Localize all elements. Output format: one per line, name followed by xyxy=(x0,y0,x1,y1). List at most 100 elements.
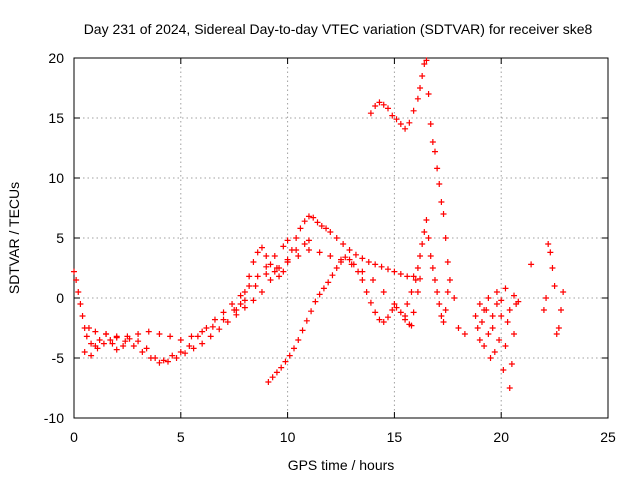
series-track-d xyxy=(233,213,424,313)
data-point xyxy=(342,254,349,261)
data-point xyxy=(312,298,319,305)
data-point xyxy=(271,268,278,275)
data-point xyxy=(83,333,90,340)
data-point xyxy=(323,225,330,232)
data-point xyxy=(560,289,567,295)
x-tick-labels: 0 5 10 15 20 25 xyxy=(70,429,616,445)
data-point xyxy=(237,301,244,307)
data-point xyxy=(404,301,411,307)
data-point xyxy=(355,268,362,275)
data-point xyxy=(481,343,488,349)
series-track-i xyxy=(476,285,522,319)
data-point xyxy=(397,121,404,127)
data-point xyxy=(474,325,481,331)
data-point xyxy=(498,297,505,304)
data-point xyxy=(481,307,488,313)
data-point xyxy=(310,214,317,221)
data-point xyxy=(543,295,550,301)
data-point xyxy=(372,261,379,268)
x-tick-label: 5 xyxy=(177,429,185,445)
data-point xyxy=(276,273,283,280)
data-point xyxy=(92,328,99,335)
data-point xyxy=(333,265,340,271)
y-tick-label: 5 xyxy=(56,230,64,246)
data-point xyxy=(380,101,387,108)
data-point xyxy=(318,223,325,229)
series-track-c xyxy=(85,247,415,343)
data-point xyxy=(391,268,398,275)
data-point xyxy=(419,241,426,247)
data-point xyxy=(367,110,374,117)
data-point xyxy=(88,340,95,347)
data-point xyxy=(100,340,107,347)
data-point xyxy=(555,325,562,331)
data-point xyxy=(402,125,409,132)
data-point xyxy=(173,355,180,361)
data-point xyxy=(303,317,310,324)
data-point xyxy=(346,247,353,253)
data-point xyxy=(241,297,248,304)
data-point xyxy=(203,325,210,331)
data-point xyxy=(135,338,142,345)
data-point xyxy=(496,337,503,343)
data-point xyxy=(186,343,193,349)
data-point xyxy=(417,253,424,259)
data-point xyxy=(502,343,509,349)
data-point xyxy=(88,352,95,359)
y-tick-label: 0 xyxy=(56,290,64,306)
data-point xyxy=(207,333,214,340)
data-point xyxy=(372,309,379,316)
data-point xyxy=(169,352,176,359)
y-tick-label: -10 xyxy=(44,410,64,426)
data-point xyxy=(372,103,379,109)
data-point xyxy=(327,229,334,235)
data-point xyxy=(305,247,312,253)
x-axis-label: GPS time / hours xyxy=(288,457,395,473)
data-point xyxy=(500,367,507,373)
data-point xyxy=(502,285,509,292)
data-point xyxy=(327,253,334,259)
data-point xyxy=(182,350,189,357)
data-point xyxy=(297,225,304,232)
data-point xyxy=(558,307,565,313)
data-point xyxy=(271,253,278,259)
data-point xyxy=(389,112,396,119)
data-point xyxy=(246,273,253,280)
data-point xyxy=(295,253,302,259)
data-point xyxy=(359,255,366,262)
data-point xyxy=(263,253,270,259)
data-point xyxy=(425,91,432,97)
data-point xyxy=(143,345,150,352)
chart-title: Day 231 of 2024, Sidereal Day-to-day VTE… xyxy=(84,21,593,37)
data-point xyxy=(434,289,441,295)
data-point xyxy=(436,181,443,187)
series-track-b xyxy=(81,237,312,366)
y-tick-labels: -10 -5 0 5 10 15 20 xyxy=(44,50,64,426)
data-point xyxy=(124,333,131,340)
data-point xyxy=(440,211,447,217)
data-point xyxy=(442,235,449,241)
data-point xyxy=(164,358,171,365)
data-point xyxy=(263,271,270,277)
data-point xyxy=(96,337,103,343)
data-point xyxy=(278,364,285,371)
data-point xyxy=(359,277,366,283)
data-point xyxy=(549,265,556,271)
data-point xyxy=(391,301,398,307)
data-point xyxy=(120,343,127,349)
data-point xyxy=(393,116,400,123)
data-point xyxy=(246,283,253,289)
series-track-h xyxy=(472,301,520,391)
data-point xyxy=(73,277,80,283)
data-point xyxy=(423,57,430,64)
data-point xyxy=(130,343,137,349)
data-point xyxy=(250,297,257,304)
data-point xyxy=(325,279,332,286)
data-point xyxy=(194,333,201,340)
data-point xyxy=(229,301,236,307)
data-point xyxy=(410,273,417,280)
data-point xyxy=(423,217,430,223)
data-point xyxy=(352,251,359,258)
data-point xyxy=(444,289,451,295)
data-point xyxy=(333,235,340,241)
